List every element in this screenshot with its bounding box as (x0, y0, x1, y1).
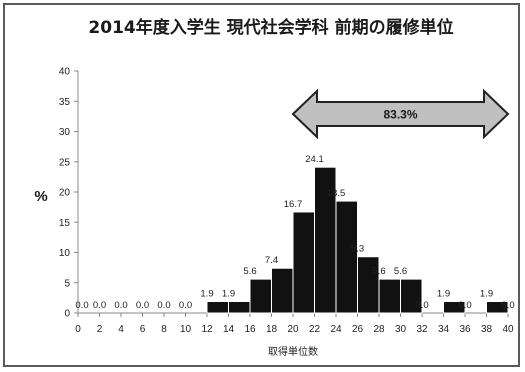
data-label: 1.9 (222, 289, 235, 300)
histogram-bar (335, 200, 358, 314)
y-tick-label: 35 (59, 97, 71, 108)
data-label: 7.4 (265, 255, 278, 266)
histogram-bar (292, 211, 315, 314)
y-tick-label: 15 (59, 218, 71, 229)
x-tick-label: 28 (373, 324, 385, 335)
x-tick-label: 4 (118, 324, 124, 335)
chart-frame: 2014年度入学生 現代社会学科 前期の履修単位 83.3% 0 5 10 15 20 2… (3, 3, 520, 367)
arrow-annotation-label: 83.3% (383, 108, 417, 122)
data-label: 18.5 (327, 188, 346, 199)
x-tick-label: 18 (266, 324, 278, 335)
x-tick-label: 10 (180, 324, 192, 335)
x-axis-label: 取得単位数 (268, 345, 318, 358)
data-label: 1.9 (437, 289, 450, 300)
bars (206, 166, 509, 314)
data-label: 0.0 (179, 300, 192, 311)
x-tick-label: 38 (481, 324, 493, 335)
range-arrow-group: 83.3% (291, 88, 510, 140)
x-tick-label: 20 (287, 324, 299, 335)
data-label: 0.0 (114, 300, 127, 311)
x-tick-label: 30 (395, 324, 407, 335)
chart-title: 2014年度入学生 現代社会学科 前期の履修単位 (88, 17, 453, 38)
data-label: 1.9 (200, 289, 213, 300)
histogram-bar (378, 278, 401, 314)
x-tick-label: 0 (75, 324, 81, 335)
data-label: 5.6 (243, 266, 256, 277)
histogram-bar (271, 267, 294, 314)
x-tick-label: 14 (223, 324, 235, 335)
x-tick-label: 32 (416, 324, 428, 335)
data-label: 16.7 (284, 199, 303, 210)
data-labels: 0.0 0.0 0.0 0.0 0.0 0.0 1.9 1.9 5.6 7.4 16.7 24.1 18… (75, 154, 514, 311)
data-label: 0.0 (136, 300, 149, 311)
histogram-bar (228, 301, 251, 314)
data-label: 1.9 (480, 289, 493, 300)
histogram-bar (486, 301, 509, 314)
x-tick-label: 22 (309, 324, 321, 335)
double-arrow-shape (291, 88, 510, 140)
data-label: 5.6 (372, 266, 385, 277)
y-tick-label: 5 (64, 278, 70, 289)
y-tick-label: 25 (59, 157, 71, 168)
y-tick-label: 30 (59, 127, 71, 138)
x-tick-label: 2 (97, 324, 103, 335)
chart-canvas: 2014年度入学生 現代社会学科 前期の履修単位 83.3% 051015202… (34, 17, 514, 358)
y-tick-label: 10 (59, 248, 71, 259)
y-axis-label: % (34, 188, 47, 205)
x-tick-label: 24 (330, 324, 342, 335)
data-label: 0.0 (415, 300, 428, 311)
x-tick-label: 34 (438, 324, 450, 335)
data-label: 0.0 (93, 300, 106, 311)
data-label: 0.0 (75, 300, 88, 311)
data-label: 9.3 (351, 244, 364, 255)
y-tick-label: 0 (64, 309, 70, 320)
histogram-bar (400, 278, 423, 314)
histogram-bar (249, 278, 272, 314)
histogram-bar (443, 301, 466, 314)
histogram-bar (206, 301, 229, 314)
x-tick-label: 8 (161, 324, 167, 335)
x-tick-label: 26 (352, 324, 364, 335)
x-tick-label: 16 (244, 324, 256, 335)
x-tick-label: 40 (502, 324, 514, 335)
data-label: 24.1 (305, 154, 324, 165)
y-tick-label: 20 (59, 188, 71, 199)
data-label: 0.0 (458, 300, 471, 311)
y-tick-label: 40 (59, 67, 71, 78)
data-label: 0.0 (157, 300, 170, 311)
data-label: 0.0 (501, 300, 514, 311)
x-tick-label: 12 (201, 324, 213, 335)
data-label: 5.6 (394, 266, 407, 277)
x-tick-label: 6 (140, 324, 146, 335)
x-tick-label: 36 (459, 324, 471, 335)
